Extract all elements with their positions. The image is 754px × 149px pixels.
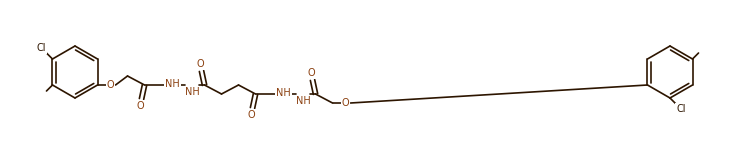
Text: O: O <box>197 59 204 69</box>
Text: Cl: Cl <box>37 43 46 53</box>
Text: NH: NH <box>185 87 200 97</box>
Text: O: O <box>308 68 315 78</box>
Text: O: O <box>342 98 349 108</box>
Text: O: O <box>248 110 256 120</box>
Text: O: O <box>107 80 115 90</box>
Text: O: O <box>136 101 144 111</box>
Text: NH: NH <box>165 79 180 89</box>
Text: NH: NH <box>276 88 291 98</box>
Text: NH: NH <box>296 96 311 106</box>
Text: Cl: Cl <box>676 104 685 114</box>
